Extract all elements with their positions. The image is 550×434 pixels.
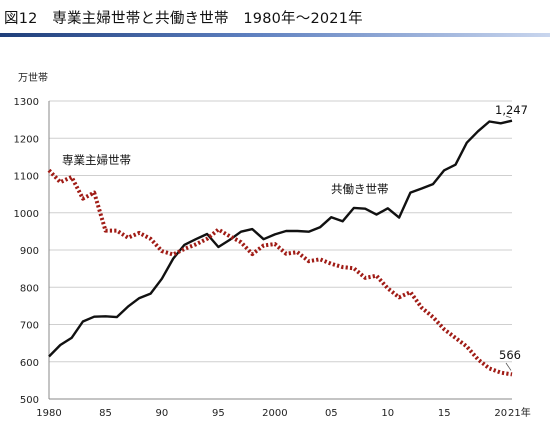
end-value-sengyo-shufu: 566 [499, 348, 521, 362]
axes [48, 101, 512, 400]
x-tick-label: 90 [156, 408, 169, 419]
y-tick-label: 800 [20, 283, 39, 294]
y-tick-label: 600 [20, 358, 39, 369]
end-value-tomobataraki: 1,247 [495, 103, 528, 117]
series-line-tomobataraki [48, 119, 513, 358]
y-tick-label: 1100 [14, 172, 39, 183]
y-tick-label: 900 [20, 246, 39, 257]
y-tick-label: 700 [20, 321, 39, 332]
leader-line-1247 [505, 115, 512, 119]
y-axis-unit: 万世帯 [18, 71, 48, 84]
x-tick-labels: 1980 85 90 95 2000 05 10 15 20 21年 [36, 406, 530, 419]
x-tick-label: 15 [438, 408, 451, 419]
chart-panel: 500 600 700 800 900 1000 1100 1200 1300 万世帯 1980 8… [0, 37, 550, 430]
leader-line-566 [505, 362, 512, 371]
series-lines [47, 119, 513, 377]
x-tick-label: 20 [494, 408, 507, 419]
x-tick-label: 85 [99, 408, 112, 419]
chart-svg: 500 600 700 800 900 1000 1100 1200 1300 万世帯 1980 8… [14, 71, 531, 419]
series-label-tomobataraki: 共働き世帯 [331, 182, 389, 196]
x-tick-label: 10 [381, 408, 394, 419]
y-tick-label: 1300 [14, 97, 39, 108]
title-underline [0, 33, 550, 37]
series-label-sengyo-shufu: 専業主婦世帯 [62, 153, 131, 167]
y-tick-label: 1000 [14, 209, 39, 220]
x-tick-label: 95 [212, 408, 225, 419]
page-title: 図12 専業主婦世帯と共働き世帯 1980年～2021年 [4, 11, 363, 27]
x-tick-label: 21年 [508, 406, 531, 419]
x-tick-label: 1980 [36, 408, 61, 419]
y-tick-label: 500 [20, 395, 39, 406]
y-tick-label: 1200 [14, 134, 39, 145]
x-tick-label: 2000 [262, 408, 287, 419]
x-tick-label: 05 [325, 408, 338, 419]
y-tick-labels: 500 600 700 800 900 1000 1100 1200 1300 万世帯 [14, 71, 48, 406]
grid-lines [49, 100, 512, 363]
series-line-sengyo-shufu [47, 168, 513, 377]
